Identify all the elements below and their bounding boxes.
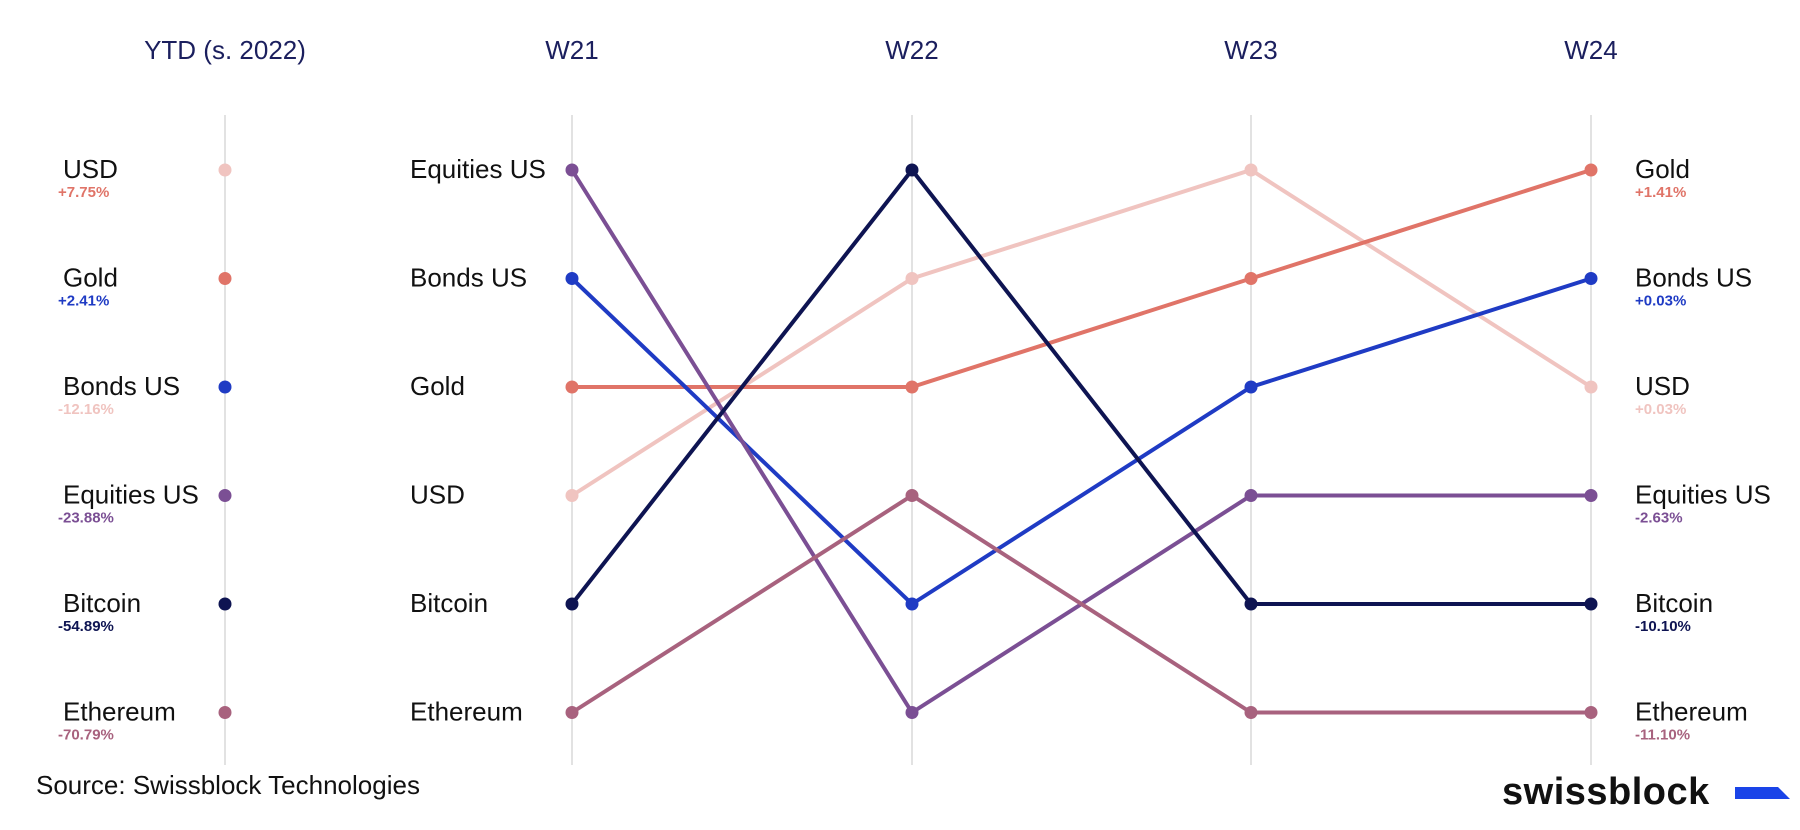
series-point xyxy=(218,489,232,502)
series-point xyxy=(905,272,919,285)
series-point xyxy=(565,380,579,394)
ytd-pct-label: +2.41% xyxy=(58,293,109,310)
series-point xyxy=(905,380,919,394)
w24-pct-label: -11.10% xyxy=(1635,727,1690,744)
ytd-asset-label: Bonds US xyxy=(63,371,180,401)
series-line xyxy=(570,166,1591,606)
w21-asset-label: Ethereum xyxy=(410,697,523,727)
ytd-asset-label: Gold xyxy=(63,263,118,293)
w24-pct-label: +1.41% xyxy=(1635,184,1686,201)
w21-asset-label: USD xyxy=(410,480,465,510)
w24-pct-label: -2.63% xyxy=(1635,510,1683,527)
w24-asset-label: USD xyxy=(1635,371,1690,401)
series-point xyxy=(905,597,919,611)
w24-asset-label: Equities US xyxy=(1635,480,1771,510)
series-line xyxy=(570,493,1591,715)
ytd-asset-label: Bitcoin xyxy=(63,588,141,618)
ytd-pct-label: -70.79% xyxy=(58,727,114,744)
series-point xyxy=(1244,489,1258,502)
ytd-asset-label: USD xyxy=(63,154,118,184)
w24-pct-label: +0.03% xyxy=(1635,293,1686,310)
source-note: Source: Swissblock Technologies xyxy=(36,770,420,800)
series-point xyxy=(905,489,919,502)
series-point xyxy=(565,706,579,719)
series-points xyxy=(218,163,1598,719)
series-point xyxy=(1244,380,1258,394)
series-point xyxy=(1244,163,1258,177)
brand-mark-icon xyxy=(1735,787,1790,799)
w24-asset-label: Ethereum xyxy=(1635,697,1748,727)
series-point xyxy=(1584,706,1598,719)
column-header: W24 xyxy=(1564,35,1617,65)
series-point xyxy=(1584,597,1598,611)
series-point xyxy=(218,706,232,719)
series-line xyxy=(572,168,1592,389)
brand-logo: swissblock xyxy=(1502,771,1710,813)
series-point xyxy=(905,163,919,177)
series-point xyxy=(218,163,232,177)
series-lines xyxy=(570,166,1593,716)
ytd-pct-label: +7.75% xyxy=(58,184,109,201)
rank-labels: USD+7.75%Gold+2.41%Bonds US-12.16%Equiti… xyxy=(58,154,1771,744)
column-header: W22 xyxy=(885,35,938,65)
column-header: YTD (s. 2022) xyxy=(144,35,306,65)
series-line xyxy=(570,276,1592,607)
w21-asset-label: Equities US xyxy=(410,154,546,184)
ytd-asset-label: Ethereum xyxy=(63,697,176,727)
series-point xyxy=(1244,597,1258,611)
series-point xyxy=(1244,272,1258,285)
column-header: W21 xyxy=(545,35,598,65)
w24-asset-label: Bitcoin xyxy=(1635,588,1713,618)
w21-asset-label: Bitcoin xyxy=(410,588,488,618)
column-header: W23 xyxy=(1224,35,1277,65)
series-point xyxy=(218,597,232,611)
w21-asset-label: Gold xyxy=(410,371,465,401)
series-point xyxy=(218,380,232,394)
w24-asset-label: Gold xyxy=(1635,154,1690,184)
series-point xyxy=(565,272,579,285)
column-headers: YTD (s. 2022) W21 W22 W23 W24 xyxy=(144,35,1618,65)
w24-asset-label: Bonds US xyxy=(1635,263,1752,293)
series-point xyxy=(218,272,232,285)
ytd-pct-label: -23.88% xyxy=(58,510,114,527)
w24-pct-label: -10.10% xyxy=(1635,618,1691,635)
w24-pct-label: +0.03% xyxy=(1635,401,1686,418)
series-point xyxy=(565,163,579,177)
series-point xyxy=(1584,380,1598,394)
series-point xyxy=(1244,706,1258,719)
series-point xyxy=(1584,163,1598,177)
series-point xyxy=(905,706,919,719)
grid-lines xyxy=(224,115,1592,765)
series-point xyxy=(565,489,579,502)
series-point xyxy=(565,597,579,611)
ytd-pct-label: -54.89% xyxy=(58,618,114,635)
w21-asset-label: Bonds US xyxy=(410,263,527,293)
series-point xyxy=(1584,272,1598,285)
series-line xyxy=(570,168,1591,716)
ytd-asset-label: Equities US xyxy=(63,480,199,510)
ytd-pct-label: -12.16% xyxy=(58,401,114,418)
series-point xyxy=(1584,489,1598,502)
